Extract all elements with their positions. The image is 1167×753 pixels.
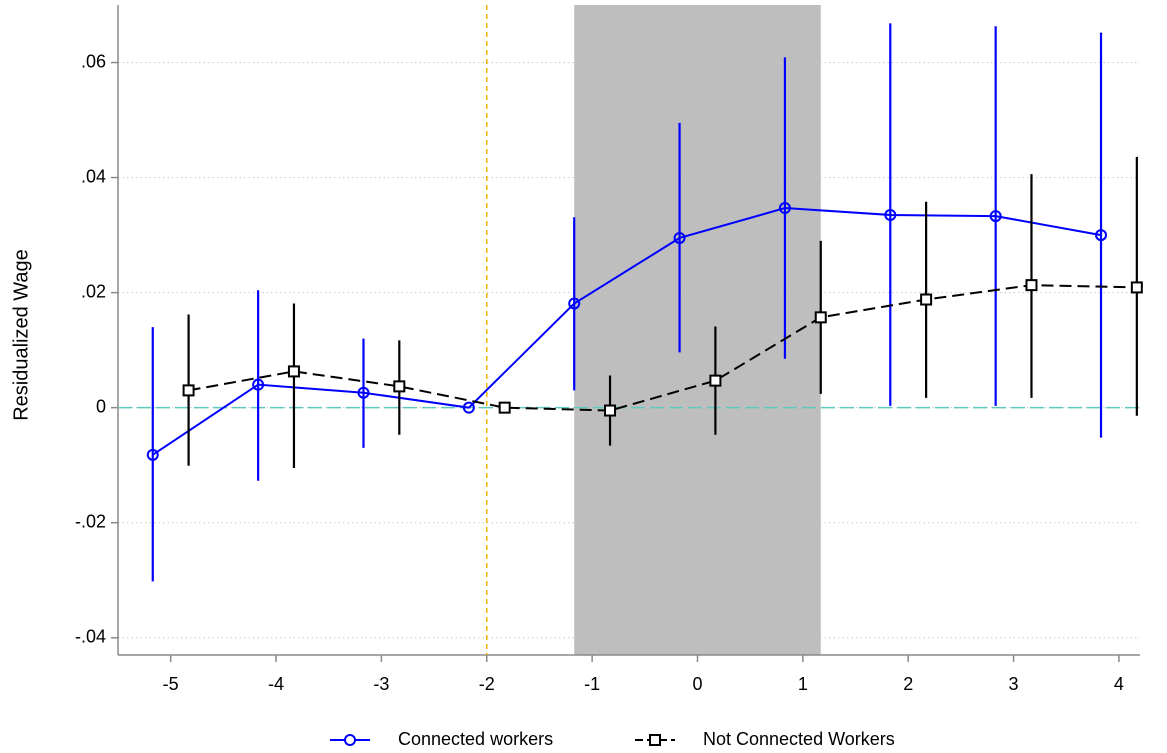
y-tick-label: .06	[81, 51, 106, 71]
series-line	[152, 207, 1102, 456]
x-tick-label: -1	[584, 674, 600, 694]
y-tick-label: -.04	[75, 626, 106, 646]
data-point	[884, 208, 897, 221]
x-tick-label: 4	[1114, 674, 1124, 694]
legend-marker	[649, 734, 661, 746]
series-line	[188, 284, 1137, 412]
data-point	[498, 401, 511, 414]
data-point	[146, 448, 159, 461]
x-tick-label: 3	[1009, 674, 1019, 694]
data-point	[989, 210, 1002, 223]
data-point	[604, 404, 617, 417]
data-point	[287, 365, 300, 378]
data-point	[673, 231, 686, 244]
data-point	[1095, 229, 1108, 242]
legend-label: Connected workers	[398, 729, 553, 749]
y-tick-label: .02	[81, 281, 106, 301]
data-point	[709, 374, 722, 387]
x-tick-label: -4	[268, 674, 284, 694]
data-point	[182, 384, 195, 397]
shaded-region	[574, 5, 821, 655]
x-tick-label: 2	[903, 674, 913, 694]
y-axis-label: Residualized Wage	[10, 249, 32, 421]
legend-marker	[344, 734, 356, 746]
data-point	[1130, 281, 1143, 294]
y-tick-label: .04	[81, 166, 106, 186]
data-point	[920, 293, 933, 306]
x-tick-label: 0	[692, 674, 702, 694]
data-point	[1025, 279, 1038, 292]
x-tick-label: -2	[479, 674, 495, 694]
data-point	[814, 311, 827, 324]
data-point	[393, 380, 406, 393]
data-point	[778, 202, 791, 215]
x-tick-label: -5	[163, 674, 179, 694]
y-tick-label: 0	[96, 396, 106, 416]
data-point	[462, 401, 475, 414]
y-tick-label: -.02	[75, 511, 106, 531]
data-point	[252, 378, 265, 391]
x-tick-label: -3	[373, 674, 389, 694]
legend-label: Not Connected Workers	[703, 729, 895, 749]
x-tick-label: 1	[798, 674, 808, 694]
data-point	[357, 386, 370, 399]
data-point	[568, 297, 581, 310]
